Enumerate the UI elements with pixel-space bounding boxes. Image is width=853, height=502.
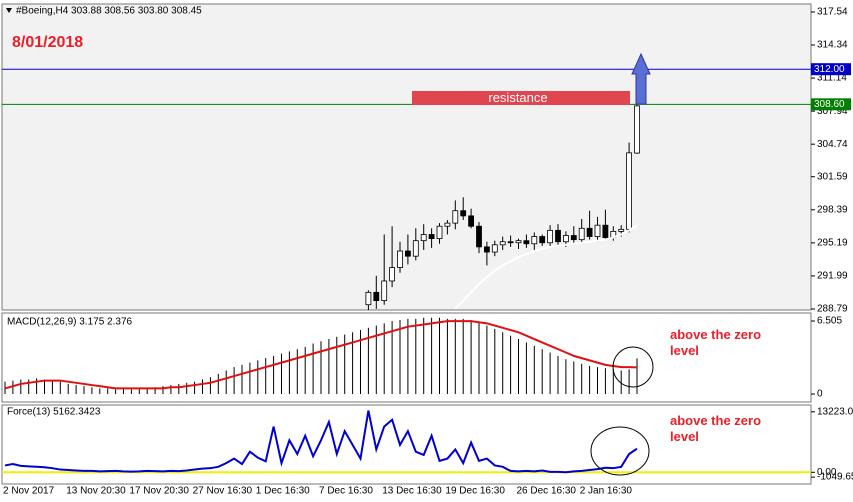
candle-body	[452, 210, 459, 224]
force-line	[4, 410, 638, 474]
y-tick-label: 314.34	[817, 40, 848, 51]
x-tick-label: 7 Dec 16:30	[319, 486, 373, 497]
pane-content	[4, 317, 638, 395]
candle-body	[531, 236, 538, 245]
y-tick-label: 301.59	[817, 171, 848, 182]
x-tick-label: 26 Dec 16:30	[517, 486, 577, 497]
level-tag	[811, 63, 851, 76]
price-pane	[1, 3, 812, 311]
candle-body	[523, 240, 530, 245]
candle-body	[412, 240, 419, 257]
y-tick-label: 6.505	[817, 316, 842, 327]
candle-body	[634, 105, 640, 154]
candle-body	[428, 234, 435, 240]
y-tick-label: 0.00	[817, 467, 837, 478]
resistance-box	[412, 91, 630, 105]
candle-body	[507, 241, 514, 244]
moving-average	[454, 224, 638, 310]
x-tick-label: 13 Dec 16:30	[382, 486, 442, 497]
force-title: Force(13) 5162.3423	[7, 407, 101, 418]
candle-body	[381, 280, 388, 301]
candle-body	[563, 235, 569, 243]
candle-body	[460, 210, 467, 217]
menu-marker	[6, 8, 12, 13]
candle-body	[578, 227, 585, 241]
candle-body	[618, 228, 625, 232]
macd-annotation: above the zero level	[670, 327, 762, 358]
y-tick-label: 304.74	[817, 139, 848, 150]
highlight-circle	[590, 426, 650, 476]
x-tick-label: 2 Jan 16:30	[580, 486, 633, 497]
candle-body	[365, 291, 372, 306]
candle-body	[499, 241, 506, 246]
candle-body	[491, 244, 498, 253]
pane-content	[2, 410, 811, 474]
y-tick-label: 307.94	[817, 106, 848, 117]
pane-content	[365, 104, 640, 310]
x-tick-label: 2 Nov 2017	[3, 486, 55, 497]
up-arrow	[631, 52, 651, 105]
candle-body	[476, 225, 482, 248]
macd-title: MACD(12,26,9) 3.175 2.376	[7, 317, 133, 328]
candle-body	[397, 250, 403, 268]
y-tick-label: 13223.00	[817, 406, 853, 417]
y-tick-label: 295.19	[817, 237, 848, 248]
candle-body	[444, 222, 451, 227]
level-label: 312.00	[814, 64, 845, 75]
candle-body	[483, 246, 490, 253]
candle-body	[373, 291, 380, 301]
candle-body	[594, 224, 601, 237]
candle-body	[436, 225, 443, 240]
candle-body	[468, 215, 475, 227]
candle-body	[547, 229, 553, 244]
signal-line	[4, 320, 638, 390]
level-tag	[811, 98, 851, 111]
level-label: 308.60	[814, 99, 845, 110]
y-tick-label: -1049.65	[817, 472, 853, 483]
candle-body	[586, 227, 593, 237]
candle-body	[420, 234, 427, 242]
x-tick-label: 17 Nov 20:30	[129, 486, 189, 497]
candle-body	[389, 267, 396, 282]
y-tick-label: 311.14	[817, 73, 847, 84]
y-tick-label: 298.39	[817, 204, 848, 215]
candle-body	[602, 224, 609, 238]
y-tick-label: 0	[817, 389, 823, 400]
candle-body	[570, 235, 577, 241]
resistance-label: resistance	[488, 90, 547, 105]
candle-body	[515, 240, 522, 244]
y-tick-label: 317.54	[817, 7, 848, 18]
price-title: #Boeing,H4 303.88 308.56 303.80 308.45	[16, 6, 202, 17]
candle-body	[539, 236, 546, 244]
highlight-circle	[612, 346, 654, 388]
y-tick-label: 291.99	[817, 271, 848, 282]
x-tick-label: 13 Nov 20:30	[66, 486, 126, 497]
x-tick-label: 1 Dec 16:30	[256, 486, 310, 497]
y-tick-label: 288.79	[817, 304, 848, 315]
force-annotation: above the zero level	[670, 413, 762, 444]
date-annotation: 8/01/2018	[12, 34, 84, 51]
x-tick-label: 27 Nov 16:30	[193, 486, 253, 497]
candle-body	[404, 250, 411, 257]
candle-body	[626, 152, 632, 230]
x-tick-label: 19 Dec 16:30	[445, 486, 505, 497]
candle-body	[555, 229, 561, 243]
